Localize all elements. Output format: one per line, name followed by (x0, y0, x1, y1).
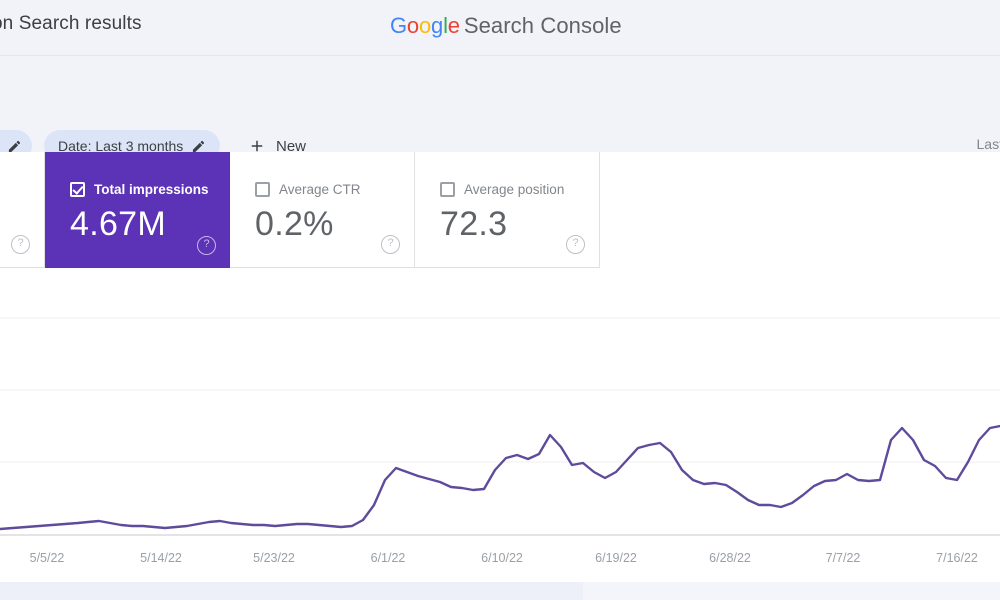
checkbox-checked-icon[interactable] (70, 182, 85, 197)
bottom-panel-strip-right (583, 582, 1000, 600)
help-icon[interactable]: ? (566, 235, 585, 254)
metric-card-partial[interactable]: ? (0, 152, 45, 268)
page-title: on Search results (0, 13, 142, 34)
google-letter-g1: G (390, 13, 407, 38)
checkbox-unchecked-icon[interactable] (255, 182, 270, 197)
google-wordmark: Google (390, 13, 460, 38)
metric-card-value: 4.67M (70, 205, 166, 243)
impressions-chart[interactable]: 5/5/22 5/14/22 5/23/22 6/1/22 6/10/22 6/19/22… (0, 268, 1000, 573)
metric-card-label: Average position (464, 182, 565, 197)
help-icon[interactable]: ? (11, 235, 30, 254)
chart-x-tick-label: 5/5/22 (29, 551, 65, 565)
metric-card-average-ctr[interactable]: Average CTR 0.2% ? (230, 152, 415, 268)
last-updated-text: Last upda (976, 136, 1000, 152)
google-letter-l: l (443, 13, 448, 38)
metric-card-value: 0.2% (255, 205, 334, 243)
chart-x-tick-label: 6/19/22 (595, 551, 637, 565)
chart-line-series (0, 424, 1000, 531)
pencil-icon[interactable] (191, 139, 206, 154)
plus-icon (248, 137, 266, 155)
help-icon[interactable]: ? (381, 235, 400, 254)
date-filter-label: Date: Last 3 months (58, 138, 184, 154)
metric-card-value: 72.3 (440, 205, 508, 243)
chart-x-tick-label: 7/7/22 (825, 551, 861, 565)
google-letter-g2: g (431, 13, 444, 38)
add-new-filter-label: New (276, 137, 307, 155)
chart-x-tick-label: 6/1/22 (370, 551, 406, 565)
chart-canvas (0, 317, 1000, 536)
brand-product-name: Search Console (463, 13, 622, 38)
metric-card-group: ? Total impressions 4.67M ? Average CTR … (0, 152, 600, 268)
chart-x-tick-label: 5/23/22 (253, 551, 295, 565)
brand-logo: Google Search Console (390, 13, 622, 39)
add-new-filter-button[interactable]: New (248, 130, 306, 162)
metric-card-header: Average position (440, 182, 599, 197)
metric-card-header: Total impressions (70, 182, 230, 197)
metric-card-total-impressions[interactable]: Total impressions 4.67M ? (45, 152, 230, 268)
chart-x-axis-labels: 5/5/22 5/14/22 5/23/22 6/1/22 6/10/22 6/19/22… (0, 551, 1000, 573)
help-icon[interactable]: ? (197, 236, 216, 255)
chart-x-tick-label: 6/10/22 (481, 551, 523, 565)
app-header: on Search results Google Search Console (0, 0, 1000, 56)
google-letter-o1: o (406, 13, 419, 38)
chart-x-tick-label: 6/28/22 (709, 551, 751, 565)
google-letter-e: e (447, 13, 460, 38)
chart-gridlines (0, 317, 1000, 536)
metric-card-label: Average CTR (279, 182, 361, 197)
metric-card-header: Average CTR (255, 182, 414, 197)
chart-x-tick-label: 7/16/22 (936, 551, 978, 565)
pencil-icon (7, 139, 22, 154)
metric-card-label: Total impressions (94, 182, 209, 197)
metric-card-average-position[interactable]: Average position 72.3 ? (415, 152, 600, 268)
google-letter-o2: o (418, 13, 432, 38)
checkbox-unchecked-icon[interactable] (440, 182, 455, 197)
filter-toolbar: Date: Last 3 months New Last upda (0, 56, 1000, 162)
chart-x-tick-label: 5/14/22 (140, 551, 182, 565)
